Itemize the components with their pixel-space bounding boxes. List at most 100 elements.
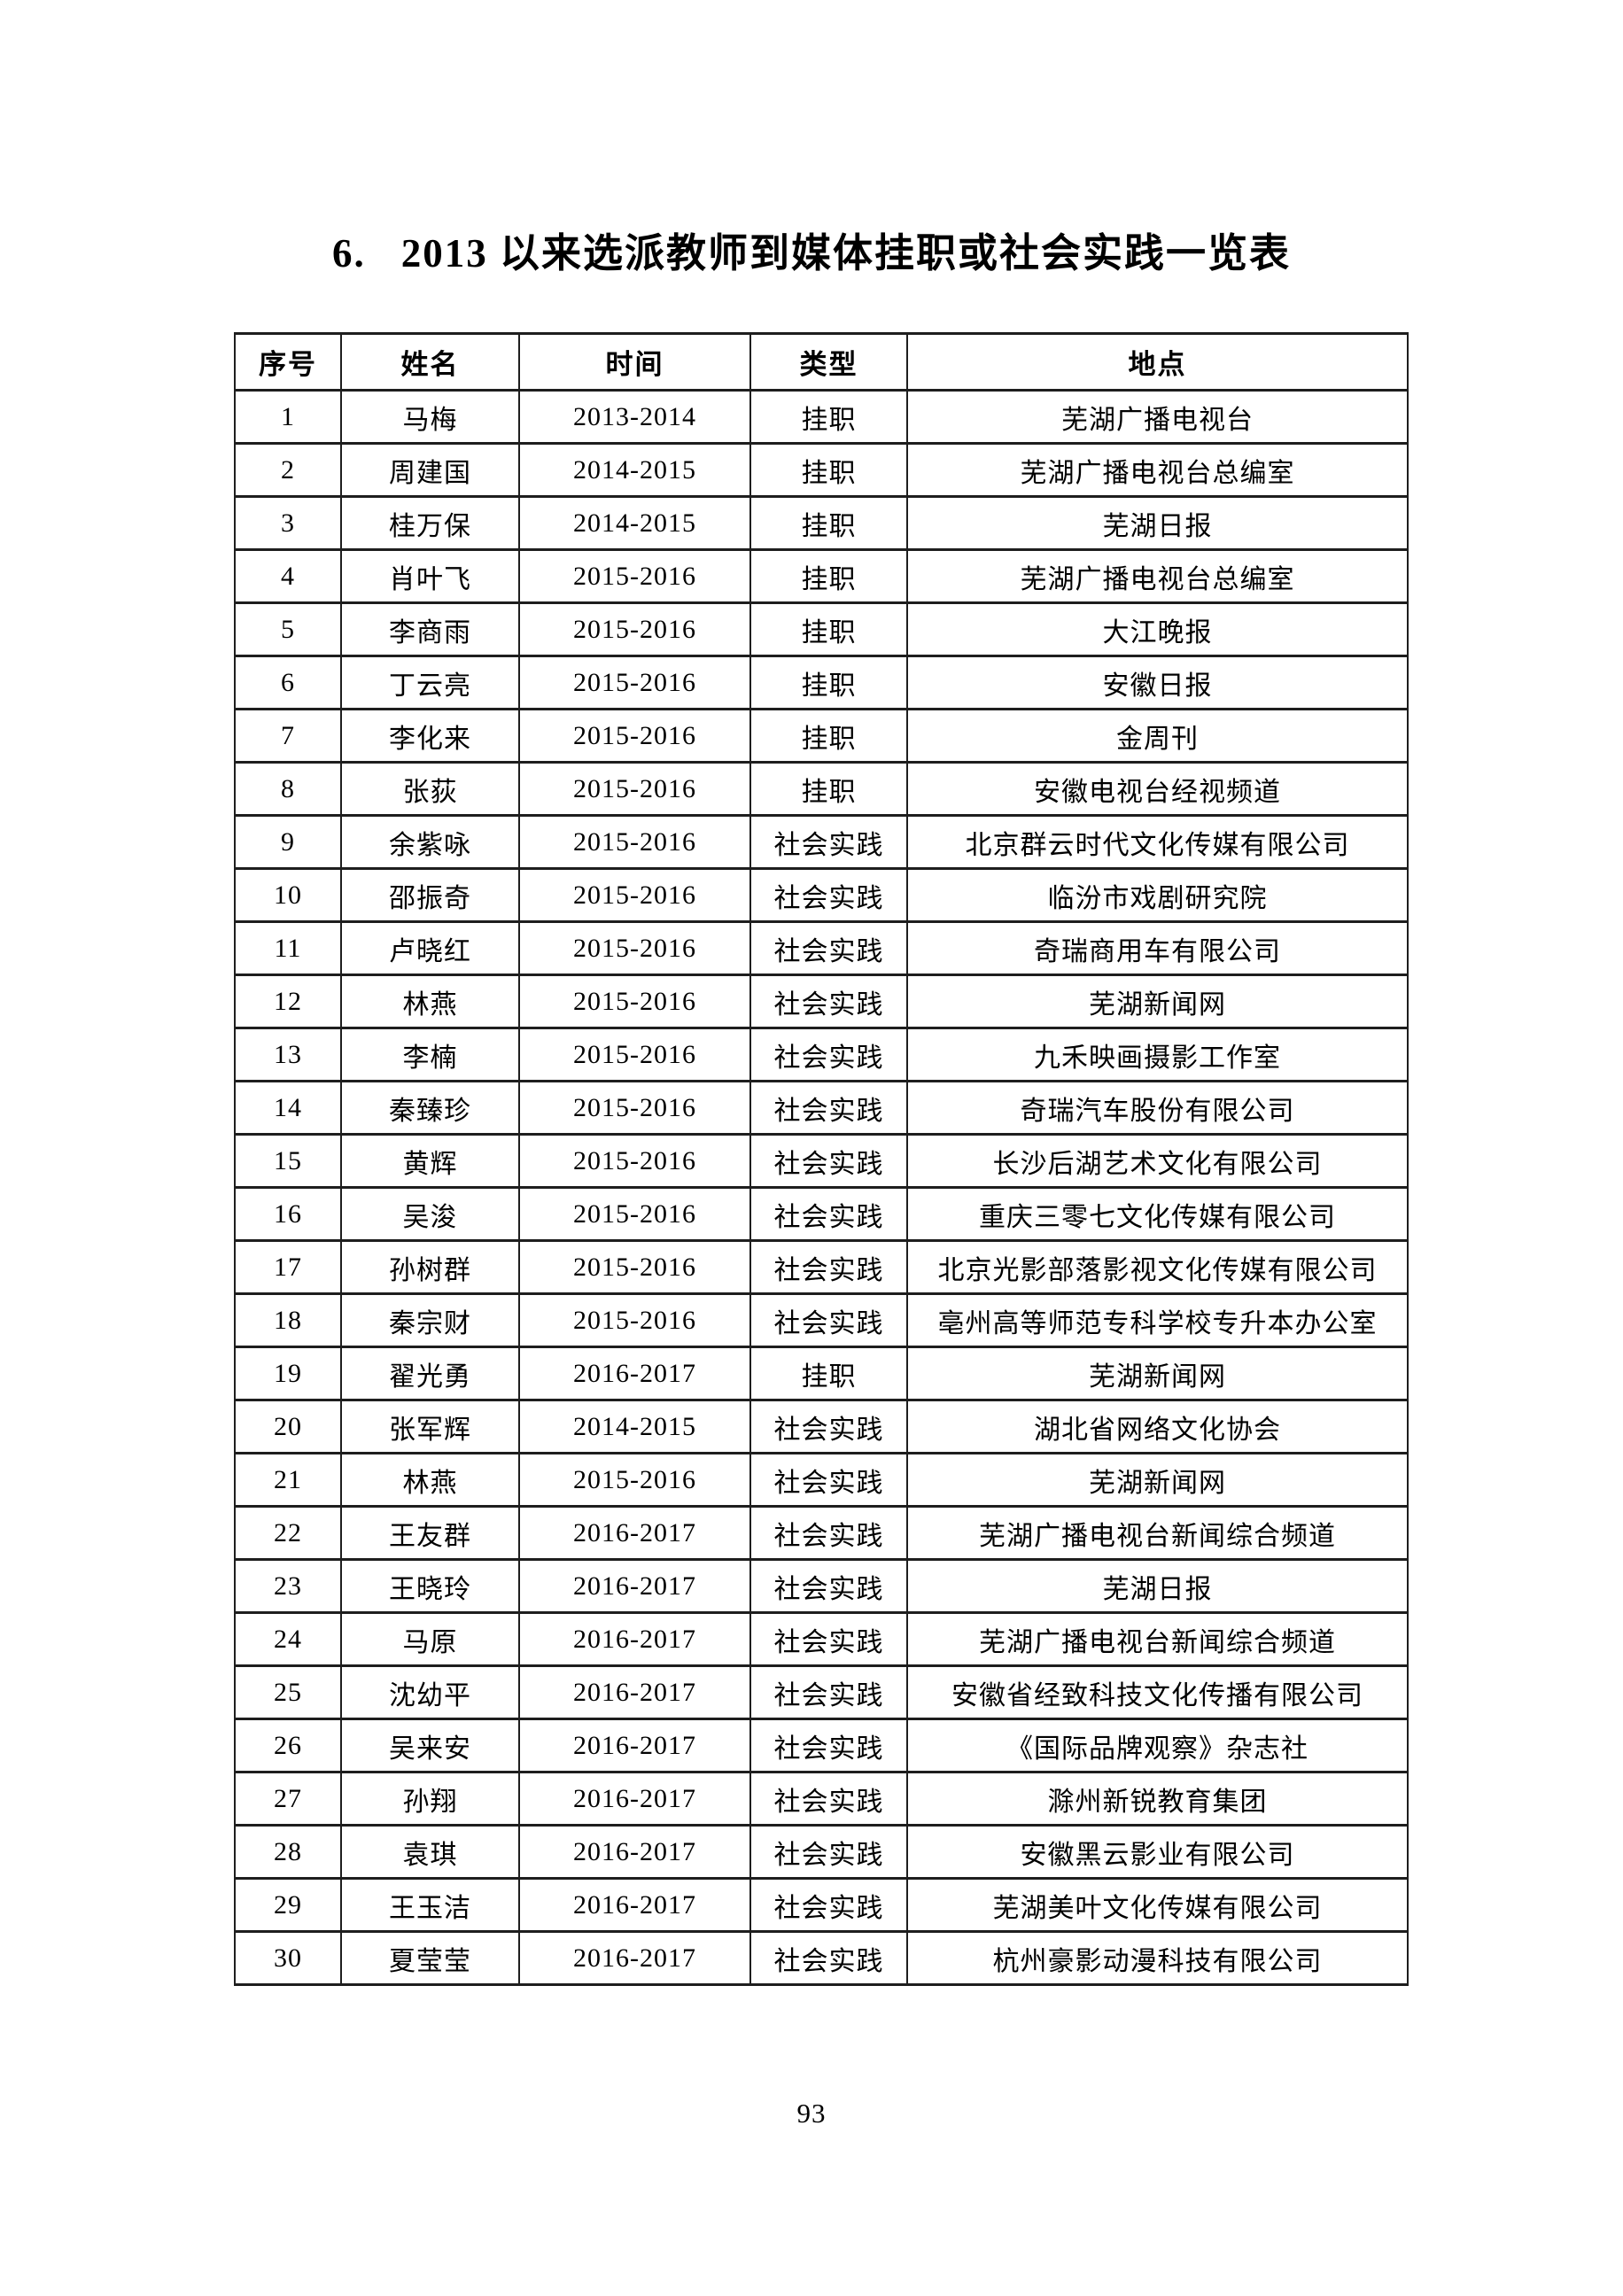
cell-name: 李商雨 — [340, 601, 520, 657]
header-type: 类型 — [749, 332, 908, 392]
cell-index: 21 — [234, 1452, 342, 1508]
cell-name: 孙树群 — [340, 1239, 520, 1295]
cell-type: 社会实践 — [749, 1292, 908, 1348]
cell-name: 桂万保 — [340, 495, 520, 551]
cell-index: 4 — [234, 548, 342, 604]
cell-type: 社会实践 — [749, 973, 908, 1029]
cell-period: 2014-2015 — [518, 1399, 751, 1454]
cell-index: 15 — [234, 1133, 342, 1189]
cell-location: 奇瑞商用车有限公司 — [906, 920, 1409, 976]
cell-period: 2016-2017 — [518, 1558, 751, 1614]
cell-location: 奇瑞汽车股份有限公司 — [906, 1080, 1409, 1136]
cell-type: 社会实践 — [749, 920, 908, 976]
cell-period: 2014-2015 — [518, 495, 751, 551]
cell-location: 九禾映画摄影工作室 — [906, 1027, 1409, 1082]
cell-type: 社会实践 — [749, 1664, 908, 1720]
table-row: 13 李楠 2015-2016 社会实践 九禾映画摄影工作室 — [234, 1027, 1409, 1082]
cell-location: 《国际品牌观察》杂志社 — [906, 1718, 1409, 1773]
cell-name: 沈幼平 — [340, 1664, 520, 1720]
table-row: 18 秦宗财 2015-2016 社会实践 亳州高等师范专科学校专升本办公室 — [234, 1292, 1409, 1348]
cell-index: 8 — [234, 761, 342, 817]
cell-type: 挂职 — [749, 389, 908, 445]
cell-period: 2016-2017 — [518, 1611, 751, 1667]
cell-type: 挂职 — [749, 495, 908, 551]
cell-type: 挂职 — [749, 655, 908, 710]
cell-index: 11 — [234, 920, 342, 976]
cell-index: 17 — [234, 1239, 342, 1295]
cell-index: 24 — [234, 1611, 342, 1667]
cell-period: 2015-2016 — [518, 548, 751, 604]
table-row: 2 周建国 2014-2015 挂职 芜湖广播电视台总编室 — [234, 442, 1409, 498]
cell-index: 7 — [234, 708, 342, 764]
cell-period: 2016-2017 — [518, 1718, 751, 1773]
cell-name: 周建国 — [340, 442, 520, 498]
cell-index: 13 — [234, 1027, 342, 1082]
cell-name: 张荻 — [340, 761, 520, 817]
table-row: 23 王晓玲 2016-2017 社会实践 芜湖日报 — [234, 1558, 1409, 1614]
table-row: 29 王玉洁 2016-2017 社会实践 芜湖美叶文化传媒有限公司 — [234, 1877, 1409, 1933]
cell-type: 社会实践 — [749, 1877, 908, 1933]
cell-index: 26 — [234, 1718, 342, 1773]
cell-location: 安徽黑云影业有限公司 — [906, 1824, 1409, 1880]
table-row: 3 桂万保 2014-2015 挂职 芜湖日报 — [234, 495, 1409, 551]
cell-period: 2015-2016 — [518, 920, 751, 976]
cell-index: 18 — [234, 1292, 342, 1348]
cell-location: 芜湖广播电视台新闻综合频道 — [906, 1505, 1409, 1561]
cell-type: 挂职 — [749, 442, 908, 498]
cell-location: 长沙后湖艺术文化有限公司 — [906, 1133, 1409, 1189]
cell-location: 杭州豪影动漫科技有限公司 — [906, 1930, 1409, 1986]
cell-period: 2016-2017 — [518, 1664, 751, 1720]
cell-index: 20 — [234, 1399, 342, 1454]
cell-period: 2015-2016 — [518, 1027, 751, 1082]
table-body: 1 马梅 2013-2014 挂职 芜湖广播电视台 2 周建国 2014-2015 挂职 芜湖广播… — [234, 389, 1409, 1986]
cell-name: 卢晓红 — [340, 920, 520, 976]
cell-index: 29 — [234, 1877, 342, 1933]
cell-name: 李化来 — [340, 708, 520, 764]
cell-index: 3 — [234, 495, 342, 551]
cell-location: 芜湖广播电视台新闻综合频道 — [906, 1611, 1409, 1667]
table-row: 15 黄辉 2015-2016 社会实践 长沙后湖艺术文化有限公司 — [234, 1133, 1409, 1189]
page-title-number: 6. — [331, 231, 366, 275]
cell-type: 社会实践 — [749, 814, 908, 870]
cell-period: 2015-2016 — [518, 1080, 751, 1136]
cell-name: 袁琪 — [340, 1824, 520, 1880]
cell-index: 2 — [234, 442, 342, 498]
cell-type: 社会实践 — [749, 1611, 908, 1667]
cell-index: 5 — [234, 601, 342, 657]
cell-index: 28 — [234, 1824, 342, 1880]
cell-location: 滁州新锐教育集团 — [906, 1771, 1409, 1827]
cell-location: 芜湖美叶文化传媒有限公司 — [906, 1877, 1409, 1933]
cell-location: 北京光影部落影视文化传媒有限公司 — [906, 1239, 1409, 1295]
table-row: 6 丁云亮 2015-2016 挂职 安徽日报 — [234, 655, 1409, 710]
table-row: 16 吴浚 2015-2016 社会实践 重庆三零七文化传媒有限公司 — [234, 1186, 1409, 1242]
table-row: 1 马梅 2013-2014 挂职 芜湖广播电视台 — [234, 389, 1409, 445]
cell-location: 芜湖广播电视台 — [906, 389, 1409, 445]
cell-index: 16 — [234, 1186, 342, 1242]
cell-name: 王玉洁 — [340, 1877, 520, 1933]
cell-location: 重庆三零七文化传媒有限公司 — [906, 1186, 1409, 1242]
header-period: 时间 — [518, 332, 751, 392]
cell-name: 黄辉 — [340, 1133, 520, 1189]
cell-index: 12 — [234, 973, 342, 1029]
cell-location: 芜湖新闻网 — [906, 1346, 1409, 1401]
cell-location: 芜湖日报 — [906, 495, 1409, 551]
cell-type: 社会实践 — [749, 1718, 908, 1773]
table-row: 28 袁琪 2016-2017 社会实践 安徽黑云影业有限公司 — [234, 1824, 1409, 1880]
cell-type: 挂职 — [749, 1346, 908, 1401]
cell-period: 2015-2016 — [518, 1186, 751, 1242]
cell-period: 2016-2017 — [518, 1771, 751, 1827]
cell-location: 临汾市戏剧研究院 — [906, 867, 1409, 923]
cell-type: 社会实践 — [749, 1558, 908, 1614]
table-row: 14 秦臻珍 2015-2016 社会实践 奇瑞汽车股份有限公司 — [234, 1080, 1409, 1136]
cell-name: 王晓玲 — [340, 1558, 520, 1614]
cell-type: 社会实践 — [749, 867, 908, 923]
cell-name: 马原 — [340, 1611, 520, 1667]
table-row: 4 肖叶飞 2015-2016 挂职 芜湖广播电视台总编室 — [234, 548, 1409, 604]
cell-period: 2015-2016 — [518, 761, 751, 817]
cell-location: 安徽省经致科技文化传播有限公司 — [906, 1664, 1409, 1720]
table-row: 5 李商雨 2015-2016 挂职 大江晚报 — [234, 601, 1409, 657]
cell-period: 2015-2016 — [518, 601, 751, 657]
cell-period: 2013-2014 — [518, 389, 751, 445]
table-row: 20 张军辉 2014-2015 社会实践 湖北省网络文化协会 — [234, 1399, 1409, 1454]
